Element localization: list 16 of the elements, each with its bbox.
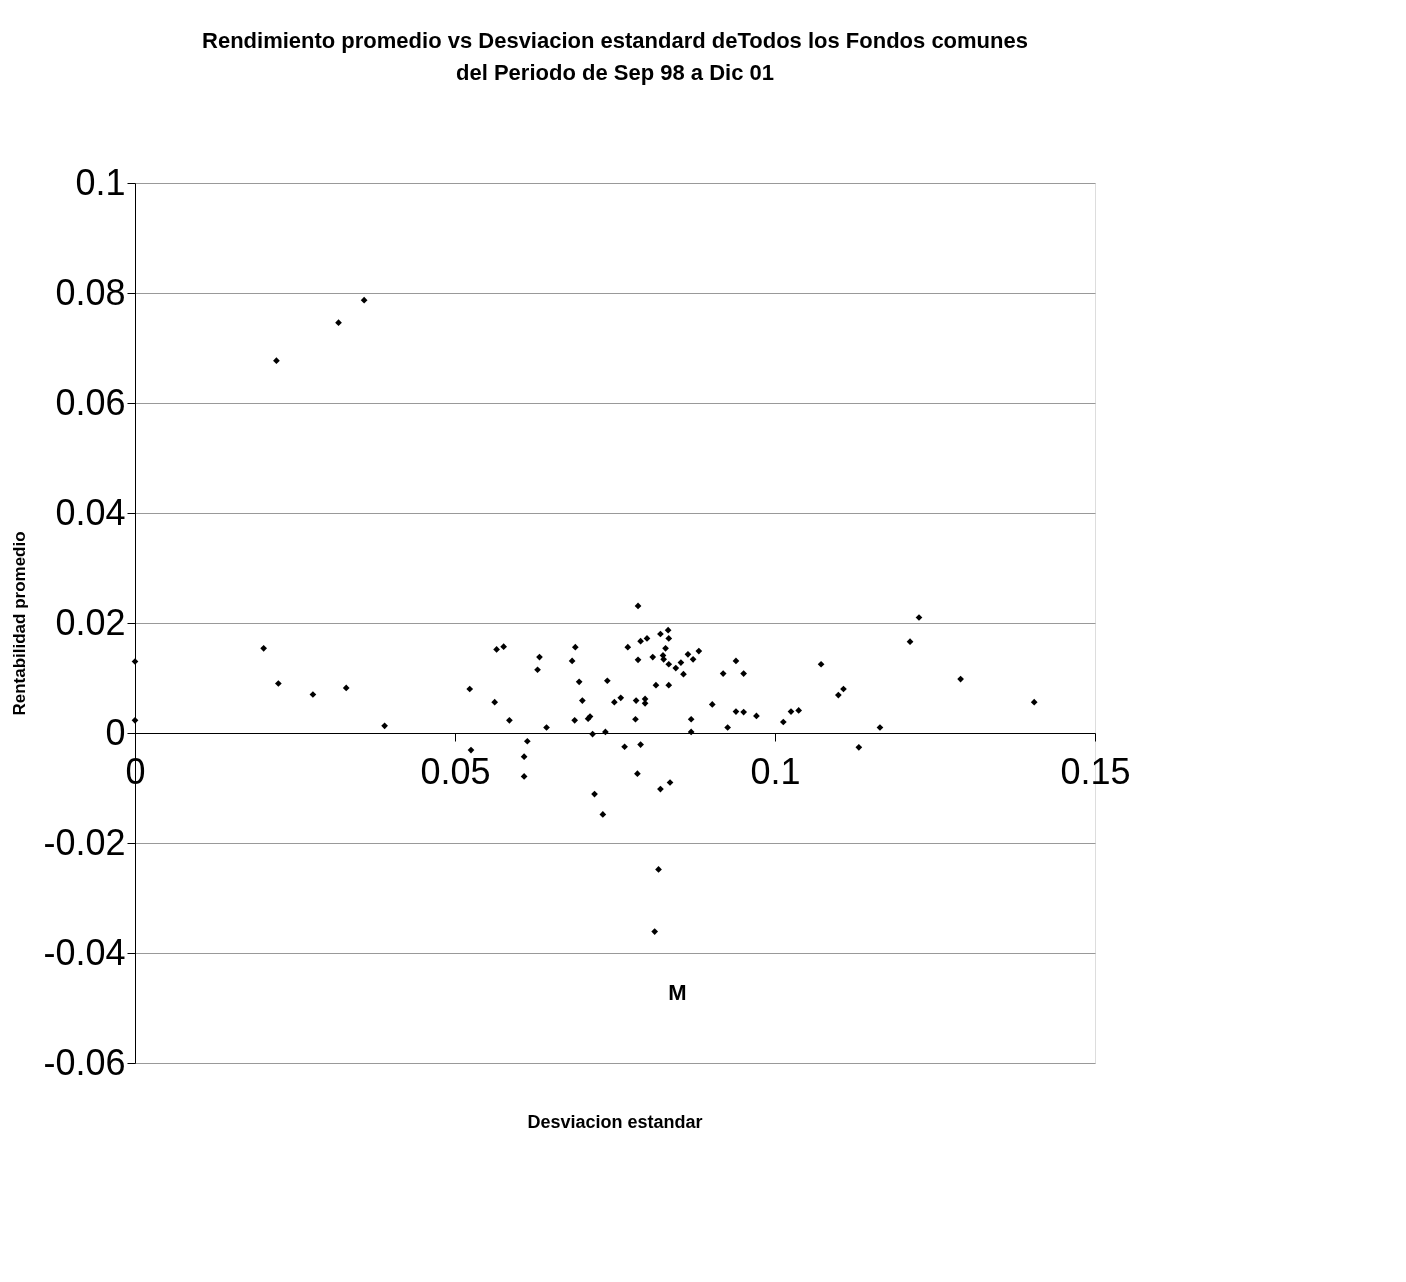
y-tick-label: 0.1 bbox=[75, 161, 126, 203]
x-tick-label: 0.15 bbox=[1060, 750, 1131, 792]
y-tick-label: 0.02 bbox=[55, 601, 126, 643]
x-axis-title: Desviacion estandar bbox=[527, 1112, 703, 1132]
y-tick-label: 0 bbox=[105, 711, 126, 753]
y-tick-label: 0.04 bbox=[55, 491, 126, 533]
y-tick-label: 0.08 bbox=[55, 271, 126, 313]
annotation: M bbox=[668, 979, 687, 1005]
x-tick-label: 0.05 bbox=[420, 750, 491, 792]
y-tick-label: 0.06 bbox=[55, 381, 126, 423]
y-tick-label: -0.04 bbox=[43, 931, 126, 973]
y-axis-title: Rentabilidad promedio bbox=[10, 531, 30, 716]
x-tick-label: 0.1 bbox=[750, 750, 801, 792]
y-tick-label: -0.02 bbox=[43, 821, 126, 863]
chart-title: Rendimiento promedio vs Desviacion estandard deTodos los Fondos comunes del Periodo de Sep 98 a Dic 01 bbox=[202, 28, 1028, 85]
y-tick-label: -0.06 bbox=[43, 1041, 126, 1083]
